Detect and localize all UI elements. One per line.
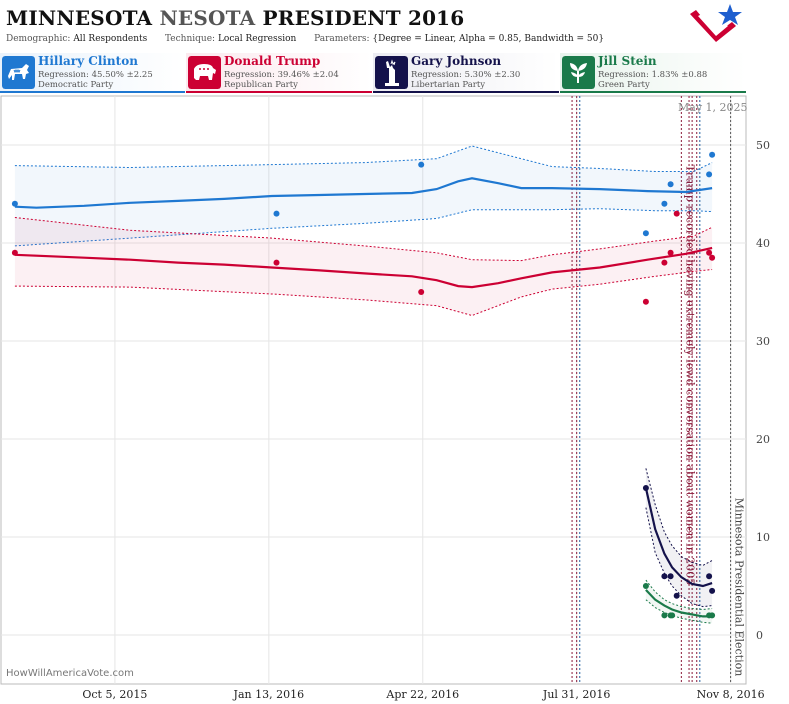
series-hillary-clinton [11, 145, 716, 247]
candidate-card-trump[interactable]: Donald Trump Regression: 39.46% ±2.04 Re… [186, 53, 372, 93]
poll-point [709, 151, 716, 158]
trend-line [645, 589, 713, 618]
technique-value: Local Regression [217, 34, 297, 44]
candidate-card-clinton[interactable]: Hillary Clinton Regression: 45.50% ±2.25… [0, 53, 185, 93]
poll-point [709, 612, 716, 619]
x-tick-label: Apr 22, 2016 [385, 688, 459, 701]
event-annotation: Minnesota Presidential Election [733, 498, 746, 677]
poll-point [669, 612, 676, 619]
x-tick-label: Jan 13, 2016 [233, 688, 305, 701]
poll-point [418, 161, 425, 168]
confidence-lower-line [645, 599, 713, 624]
poll-point [661, 259, 668, 266]
title-state-fragment: NESOTA [159, 6, 256, 30]
demographic-value: All Respondents [73, 34, 148, 44]
event-annotation: Trump recorded having extremely lewd con… [683, 165, 696, 586]
y-tick-label: 30 [756, 335, 770, 348]
candidate-legend: Hillary Clinton Regression: 45.50% ±2.25… [0, 53, 789, 95]
confidence-band [645, 468, 713, 607]
candidate-party: Democratic Party [38, 80, 114, 90]
candidate-party: Republican Party [224, 80, 298, 90]
x-tick-label: Nov 8, 2016 [697, 688, 765, 701]
y-tick-label: 10 [756, 531, 770, 544]
confidence-band [14, 146, 713, 246]
chart-title: MINNESOTA NESOTA PRESIDENT 2016 [6, 6, 464, 30]
poll-point [667, 573, 674, 580]
elephant-icon [188, 56, 221, 89]
poll-point [667, 249, 674, 256]
statue-of-liberty-icon [375, 56, 408, 89]
candidate-name: Hillary Clinton [38, 54, 138, 68]
poll-point [661, 200, 668, 207]
confidence-lower-line [14, 208, 713, 247]
trend-line [644, 487, 713, 588]
trend-line [14, 246, 713, 289]
poll-point [709, 587, 716, 594]
technique-label: Technique: [165, 34, 216, 44]
candidate-regression: Regression: 5.30% ±2.30 [411, 70, 521, 80]
confidence-band [645, 580, 713, 624]
x-tick-label: Oct 5, 2015 [82, 688, 147, 701]
poll-point [11, 200, 18, 207]
poll-point [661, 612, 668, 619]
confidence-lower-line [645, 507, 713, 608]
y-tick-label: 50 [756, 139, 770, 152]
y-tick-label: 0 [756, 629, 763, 642]
parameters-value: {Degree = Linear, Alpha = 0.85, Bandwidt… [372, 34, 605, 44]
candidate-card-johnson[interactable]: Gary Johnson Regression: 5.30% ±2.30 Lib… [373, 53, 559, 93]
poll-point [273, 210, 280, 217]
poll-point [418, 289, 425, 295]
site-watermark[interactable]: HowWillAmericaVote.com [6, 668, 134, 679]
poll-point [673, 210, 680, 217]
confidence-lower-line [14, 269, 713, 317]
candidate-party: Green Party [598, 80, 650, 90]
date-stamp: May 1, 2025 [678, 101, 748, 114]
candidate-name: Gary Johnson [411, 54, 502, 68]
star-checkmark-logo-icon [690, 4, 742, 42]
confidence-upper-line [645, 579, 713, 611]
donkey-icon [2, 56, 35, 89]
confidence-band [14, 217, 713, 316]
poll-point [642, 230, 649, 237]
green-leaf-icon [562, 56, 595, 89]
candidate-regression: Regression: 1.83% ±0.88 [598, 70, 708, 80]
poll-point [706, 171, 713, 178]
poll-point [273, 259, 280, 266]
poll-point [673, 592, 680, 599]
series-jill-stein [642, 579, 716, 624]
poll-point [642, 298, 649, 305]
poll-point [706, 573, 713, 580]
poll-point [642, 583, 649, 589]
poll-point [667, 181, 674, 188]
y-tick-label: 40 [756, 237, 770, 250]
candidate-card-stein[interactable]: Jill Stein Regression: 1.83% ±0.88 Green… [560, 53, 746, 93]
x-tick-label: Jul 31, 2016 [542, 688, 611, 701]
poll-point [709, 254, 716, 261]
candidate-regression: Regression: 45.50% ±2.25 [38, 70, 153, 80]
candidate-regression: Regression: 39.46% ±2.04 [224, 70, 339, 80]
poll-point [11, 249, 18, 256]
confidence-upper-line [645, 468, 713, 566]
confidence-upper-line [14, 145, 713, 172]
series-gary-johnson [642, 468, 716, 608]
candidate-name: Donald Trump [224, 54, 321, 68]
candidate-party: Libertarian Party [411, 80, 486, 90]
title-state: MINNESOTA [6, 6, 153, 30]
parameters-line: Demographic: All Respondents Technique: … [6, 34, 604, 44]
series-donald-trump [11, 210, 716, 317]
candidate-name: Jill Stein [598, 54, 657, 68]
title-race: PRESIDENT 2016 [262, 6, 465, 30]
poll-point [706, 249, 713, 256]
poll-point [642, 485, 649, 491]
trend-line [14, 177, 713, 209]
poll-point [661, 573, 668, 580]
demographic-label: Demographic: [6, 34, 71, 44]
y-tick-label: 20 [756, 433, 770, 446]
parameters-label: Parameters: [314, 34, 370, 44]
